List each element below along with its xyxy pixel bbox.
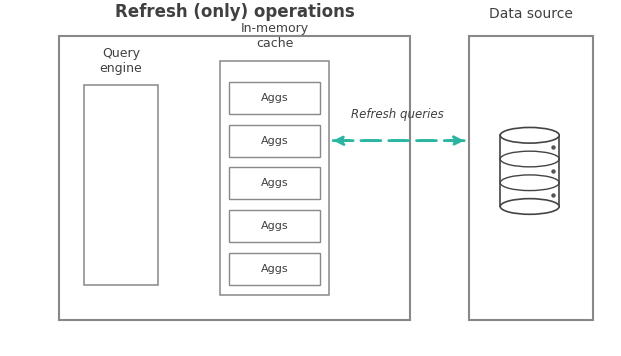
Text: Refresh (only) operations: Refresh (only) operations [114, 3, 355, 21]
Bar [229, 82, 320, 114]
Text: Aggs: Aggs [261, 178, 288, 188]
Bar [220, 61, 329, 295]
Text: Data source: Data source [489, 7, 573, 21]
Bar [229, 210, 320, 242]
Bar [501, 135, 560, 206]
Bar [59, 36, 410, 320]
Bar [229, 253, 320, 285]
Text: Aggs: Aggs [261, 93, 288, 103]
Bar [229, 125, 320, 157]
Bar [229, 167, 320, 199]
Text: Aggs: Aggs [261, 264, 288, 274]
Text: In-memory
cache: In-memory cache [241, 22, 309, 50]
Text: Query
engine: Query engine [100, 47, 142, 75]
Bar [84, 85, 158, 285]
Ellipse shape [501, 199, 559, 214]
Text: Aggs: Aggs [261, 136, 288, 146]
Bar [469, 36, 593, 320]
Ellipse shape [501, 127, 559, 143]
Text: Refresh queries: Refresh queries [351, 108, 444, 121]
Text: Aggs: Aggs [261, 221, 288, 231]
